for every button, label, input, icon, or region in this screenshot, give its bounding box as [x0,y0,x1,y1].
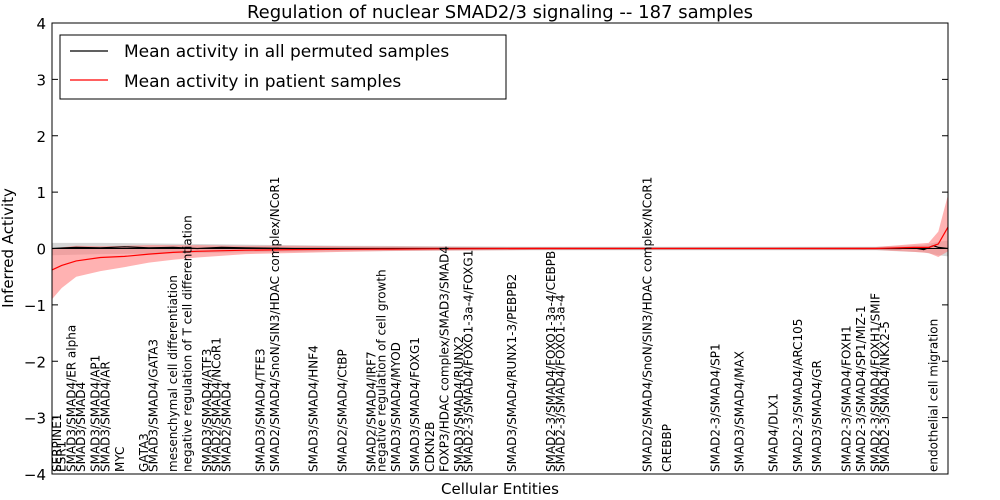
y-axis-label: Inferred Activity [0,188,17,308]
entity-label: negative regulation of T cell differenti… [181,215,195,472]
entity-label: mesenchymal cell differentiation [166,275,180,472]
entity-label: negative regulation of cell growth [374,269,388,472]
y-tick-label: 3 [36,71,46,89]
entity-label: SMAD2/SMAD4 [219,382,233,472]
y-axis: −4 −3 −2 −1 0 1 2 3 4 [24,15,948,484]
chart-title: Regulation of nuclear SMAD2/3 signaling … [247,2,753,23]
entity-label: SMAD3/SMAD4/RUNX2 [452,336,466,472]
entity-label: SMAD3/SMAD4/TFE3 [253,348,267,472]
entity-label: CDKN2B [423,422,437,472]
entity-label: SMAD2-3/SMAD4/ARC105 [791,319,805,472]
entity-label: endothelial cell migration [927,319,941,472]
entity-label: SMAD2/SMAD4/NCoR1 [210,337,224,472]
legend-label-patient: Mean activity in patient samples [124,72,401,92]
legend-frame [59,34,507,100]
entity-label: SMAD2-3/SMAD4/SP1/MIZ-1 [854,305,868,472]
entity-label: SMAD3/SMAD4/AR [98,361,112,472]
entity-label: SMAD2-3/SMAD4/FOXO1-3a-4 [554,294,568,472]
entity-label: SMAD3/SMAD4/ER alpha [64,325,78,472]
entity-label: SMAD2/SMAD4/SnoN/SIN3/HDAC complex/NCoR1 [268,177,282,472]
legend-label-permuted: Mean activity in all permuted samples [124,42,449,62]
legend: Mean activity in all permuted samples Me… [59,34,507,100]
entity-label: SMAD4/DLX1 [767,393,781,472]
entity-label: SMAD3/SMAD4/FOXG1 [408,337,422,472]
x-axis-label: Cellular Entities [441,480,559,498]
entity-label: SMAD3/SMAD4/GR [810,360,824,472]
entity-label: GATA3 [137,433,151,472]
line-permuted [51,245,949,251]
y-tick-label: 0 [36,241,46,259]
entity-label: SMAD3/SMAD4/MYOD [389,342,403,472]
y-tick-label: 4 [36,15,46,33]
entity-label: SMAD3/SMAD4/HNF4 [307,345,321,472]
entity-label: SMAD3/SMAD4 [74,382,88,472]
entity-label: SMAD2-3/SMAD4/FOXO1-3a-4/FOXG1 [462,250,476,472]
entity-label: SMAD2/SMAD4/SnoN/SIN3/HDAC complex/NCoR1 [641,177,655,472]
band-patient [52,194,948,300]
y-tick-label: −3 [24,410,46,428]
entity-label: FOXP3/HDAC complex/SMAD3/SMAD4 [437,246,451,472]
entity-label: CREBBP [660,424,674,472]
entity-label: SMAD2/SMAD4/IRF7 [365,351,379,472]
y-tick-label: −4 [24,466,46,484]
y-tick-label: −1 [24,297,46,315]
entity-label: SMAD3/SMAD4/MAX [733,351,747,472]
y-tick-label: 2 [36,128,46,146]
entity-label: SMAD2-3/SMAD4/FOXH1/SMIF [868,293,882,472]
entity-label: SERPINE1 [50,413,64,472]
entity-label: SMAD2-3/SMAD4/SP1 [709,343,723,472]
entity-label: SMAD3/SMAD4/GATA3 [147,339,161,472]
entity-label: SMAD3/SMAD4/ATF3 [200,349,214,472]
entity-label: SMAD3/SMAD4/AP1 [89,355,103,472]
series-lines [51,226,949,271]
line-patient [51,226,949,271]
entity-label: SMAD2-3/SMAD4/FOXO1-3a-4/CEBPB [544,251,558,472]
y-tick-label: −2 [24,353,46,371]
entity-label: MYC [113,447,127,472]
entity-label: SMAD2-3/SMAD4/NKX2-5 [878,321,892,472]
entity-label: ESR1 [55,441,69,472]
y-tick-label: 1 [36,184,46,202]
entity-label: SMAD2/SMAD4/CtBP [336,349,350,472]
entity-label: SMAD3/SMAD4/RUNX1-3/PEBPB2 [505,274,519,472]
entity-label: SMAD2-3/SMAD4/FOXH1 [839,325,853,472]
